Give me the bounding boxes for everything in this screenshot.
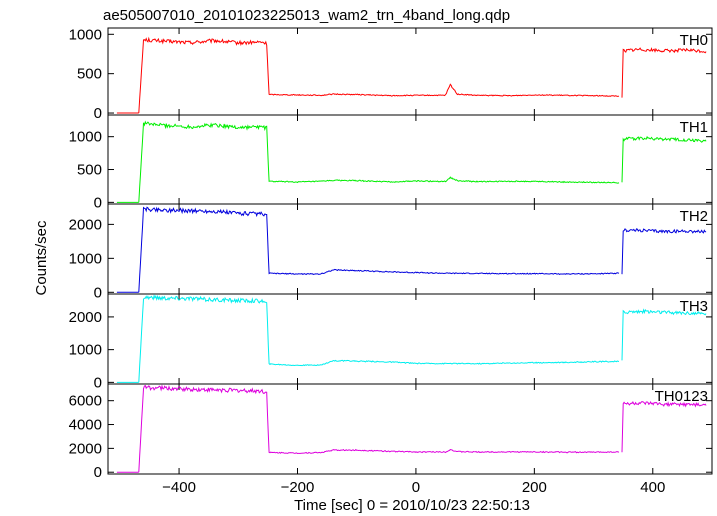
y-tick-label: 6000 xyxy=(69,393,102,410)
y-tick-label: 1000 xyxy=(69,129,102,146)
series-line-th3 xyxy=(138,293,619,383)
y-axis-label: Counts/sec xyxy=(33,220,50,296)
y-tick-label: 2000 xyxy=(69,216,102,233)
chart-title: ae505007010_20101023225013_wam2_trn_4ban… xyxy=(103,7,510,24)
panel-th1: 0 500 1000 TH1 xyxy=(69,114,713,211)
y-tick-label: 1000 xyxy=(69,342,102,359)
panel-name-label: TH1 xyxy=(680,119,708,136)
panel-frame xyxy=(107,203,713,295)
series-line-th1 xyxy=(138,120,620,203)
x-tick-label: −200 xyxy=(281,479,315,496)
series-line-th2 xyxy=(621,228,707,275)
series-line-th0123 xyxy=(138,384,620,473)
series-line-th0123 xyxy=(621,400,707,453)
panel-th2: 0 1000 2000 TH2 xyxy=(69,203,713,301)
y-tick-label: 0 xyxy=(94,464,102,481)
series-line-th2 xyxy=(138,206,620,293)
y-tick-label: 2000 xyxy=(69,440,102,457)
panel-name-label: TH0 xyxy=(680,32,708,49)
panel-name-label: TH3 xyxy=(680,298,708,315)
x-tick-label: −400 xyxy=(162,479,196,496)
y-tick-label: 500 xyxy=(77,66,102,83)
x-tick-label: 400 xyxy=(640,479,665,496)
y-tick-label: 0 xyxy=(94,194,102,211)
x-tick-label: 200 xyxy=(522,479,547,496)
panel-frame xyxy=(107,114,713,205)
y-tick-label: 1000 xyxy=(69,250,102,267)
series-line-th0 xyxy=(621,47,707,98)
series-line-th1 xyxy=(621,135,707,183)
y-tick-label: 0 xyxy=(94,374,102,391)
y-tick-label: 0 xyxy=(94,284,102,301)
series-line-th0 xyxy=(138,36,620,114)
series-line-th3 xyxy=(621,308,707,361)
x-tick-label: 0 xyxy=(412,479,420,496)
panel-frame xyxy=(107,383,713,475)
panel-name-label: TH0123 xyxy=(655,388,708,405)
panel-th3: 0 1000 2000 TH3 xyxy=(69,293,713,391)
y-tick-label: 0 xyxy=(94,105,102,122)
panel-frame xyxy=(107,293,713,385)
y-tick-label: 4000 xyxy=(69,417,102,434)
y-tick-label: 2000 xyxy=(69,309,102,326)
y-tick-label: 1000 xyxy=(69,26,102,43)
y-tick-label: 500 xyxy=(77,162,102,179)
panel-th0: 0 500 1000 TH0 xyxy=(69,26,713,122)
panel-frame xyxy=(107,27,713,116)
panel-th0123: 0 2000 4000 6000 TH0123 xyxy=(69,383,713,481)
panel-name-label: TH2 xyxy=(680,208,708,225)
x-axis-label: Time [sec] 0 = 2010/10/23 22:50:13 xyxy=(294,497,530,514)
